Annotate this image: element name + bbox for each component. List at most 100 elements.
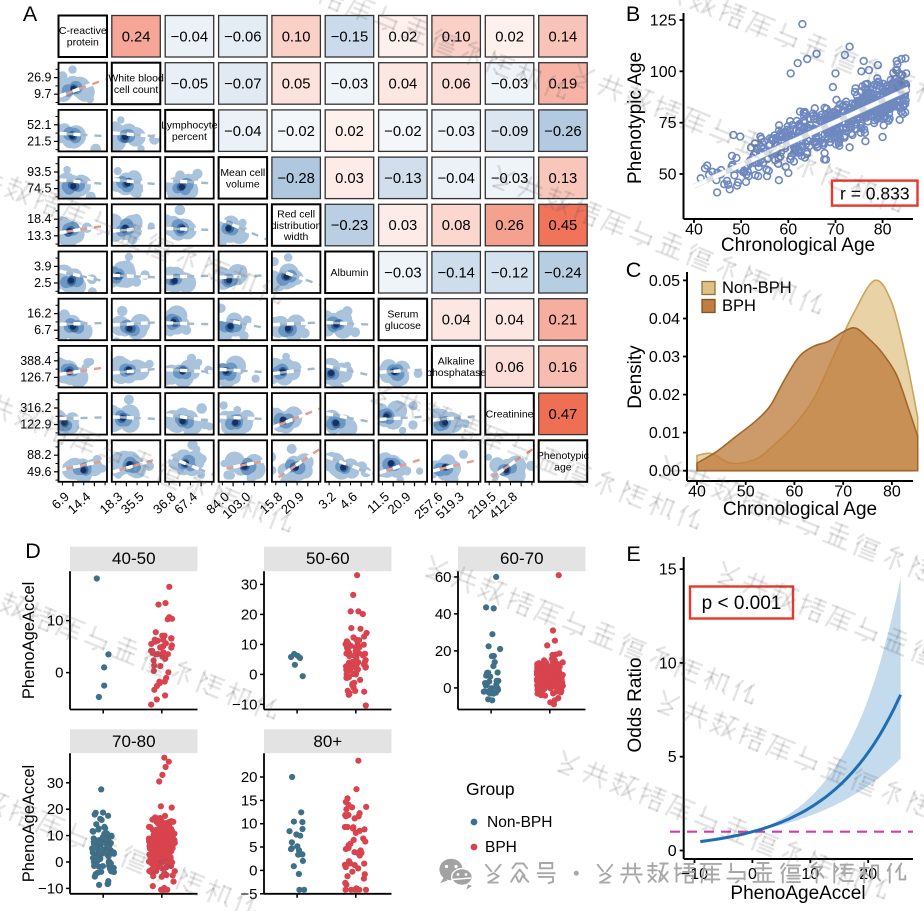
svg-text:−0.02: −0.02	[384, 124, 421, 140]
svg-text:−0.07: −0.07	[224, 77, 261, 93]
svg-text:Albumin: Albumin	[331, 267, 369, 279]
svg-text:5: 5	[249, 839, 257, 856]
svg-text:0.04: 0.04	[388, 77, 417, 93]
svg-text:−0.05: −0.05	[171, 77, 208, 93]
svg-text:2.5: 2.5	[34, 276, 51, 290]
svg-text:−0.04: −0.04	[171, 30, 208, 46]
svg-text:0.01: 0.01	[649, 425, 680, 442]
svg-text:0.04: 0.04	[649, 311, 680, 328]
svg-text:−0.26: −0.26	[544, 124, 581, 140]
svg-text:0.13: 0.13	[548, 171, 577, 187]
svg-text:width: width	[283, 231, 309, 243]
svg-text:40: 40	[685, 222, 703, 239]
svg-text:70-80: 70-80	[112, 732, 155, 751]
svg-text:40-50: 40-50	[112, 549, 155, 568]
svg-text:0.24: 0.24	[122, 30, 151, 46]
svg-text:Density: Density	[625, 345, 646, 409]
svg-text:A: A	[23, 2, 38, 26]
svg-text:BPH: BPH	[485, 839, 517, 856]
svg-text:20: 20	[435, 643, 452, 660]
svg-text:40: 40	[688, 484, 706, 501]
svg-text:70: 70	[834, 484, 852, 501]
svg-text:Group: Group	[466, 779, 515, 799]
svg-text:0.05: 0.05	[282, 77, 311, 93]
svg-text:0: 0	[55, 854, 63, 871]
svg-text:49.6: 49.6	[27, 465, 51, 479]
svg-text:phosphatase: phosphatase	[426, 367, 486, 379]
svg-text:Alkaline: Alkaline	[438, 356, 475, 368]
svg-text:C-reactive: C-reactive	[59, 25, 107, 37]
svg-text:−0.03: −0.03	[437, 124, 474, 140]
svg-text:−0.12: −0.12	[491, 265, 528, 281]
svg-text:0: 0	[249, 862, 257, 879]
svg-text:−0.02: −0.02	[277, 124, 314, 140]
svg-text:30: 30	[241, 576, 258, 593]
svg-text:volume: volume	[226, 178, 260, 190]
svg-text:13.3: 13.3	[27, 229, 51, 243]
svg-text:Serum: Serum	[387, 309, 418, 321]
svg-text:0.26: 0.26	[495, 218, 524, 234]
svg-text:9.7: 9.7	[34, 87, 51, 101]
svg-text:100: 100	[650, 64, 677, 81]
svg-text:0.03: 0.03	[388, 218, 417, 234]
svg-text:cell count: cell count	[114, 84, 158, 96]
svg-text:0.21: 0.21	[548, 313, 577, 329]
svg-text:0.02: 0.02	[649, 387, 680, 404]
svg-text:−0.28: −0.28	[277, 171, 314, 187]
svg-text:−0.04: −0.04	[437, 171, 474, 187]
svg-text:50: 50	[659, 167, 677, 184]
svg-text:80: 80	[883, 484, 901, 501]
svg-text:0.45: 0.45	[548, 218, 577, 234]
svg-text:White blood: White blood	[108, 73, 164, 85]
svg-text:5: 5	[668, 749, 677, 766]
svg-text:50-60: 50-60	[306, 549, 349, 568]
svg-text:0: 0	[249, 666, 257, 683]
svg-text:30: 30	[47, 775, 64, 792]
svg-text:80: 80	[874, 222, 892, 239]
svg-text:E: E	[626, 542, 640, 566]
svg-text:0: 0	[443, 680, 451, 697]
svg-text:p < 0.001: p < 0.001	[702, 593, 782, 614]
svg-text:−0.06: −0.06	[224, 30, 261, 46]
svg-text:80+: 80+	[313, 732, 342, 751]
svg-text:93.5: 93.5	[27, 165, 51, 179]
svg-text:88.2: 88.2	[27, 448, 51, 462]
svg-text:0.16: 0.16	[548, 360, 577, 376]
svg-text:percent: percent	[172, 131, 207, 143]
svg-text:Creatinine: Creatinine	[486, 409, 534, 421]
svg-text:0: 0	[668, 843, 677, 860]
svg-text:−0.15: −0.15	[331, 30, 368, 46]
svg-text:protein: protein	[67, 37, 99, 49]
svg-text:40: 40	[435, 606, 452, 623]
svg-text:PhenoAgeAccel: PhenoAgeAccel	[730, 883, 865, 904]
svg-text:0.06: 0.06	[442, 77, 471, 93]
svg-text:21.5: 21.5	[27, 134, 51, 148]
svg-text:16.2: 16.2	[27, 307, 51, 321]
svg-text:60: 60	[786, 484, 804, 501]
svg-text:0.14: 0.14	[548, 30, 577, 46]
svg-text:0.47: 0.47	[548, 407, 577, 423]
svg-text:15: 15	[659, 562, 677, 579]
svg-text:0.10: 0.10	[282, 30, 311, 46]
svg-text:15: 15	[241, 792, 258, 809]
svg-text:388.4: 388.4	[20, 354, 51, 368]
svg-text:Odds Ratio: Odds Ratio	[625, 657, 646, 752]
svg-text:52.1: 52.1	[27, 118, 51, 132]
svg-text:0.05: 0.05	[649, 273, 680, 290]
svg-text:−0.03: −0.03	[384, 265, 421, 281]
svg-text:Non-BPH: Non-BPH	[487, 814, 552, 831]
svg-text:10: 10	[241, 816, 258, 833]
svg-text:Chronological Age: Chronological Age	[721, 235, 875, 256]
svg-text:0.04: 0.04	[495, 313, 524, 329]
svg-text:−0.04: −0.04	[224, 124, 261, 140]
svg-text:125: 125	[650, 13, 677, 30]
svg-text:3.9: 3.9	[34, 259, 51, 273]
svg-text:0.04: 0.04	[442, 313, 471, 329]
svg-text:6.7: 6.7	[34, 323, 51, 337]
svg-text:0.03: 0.03	[335, 171, 364, 187]
svg-text:0: 0	[55, 665, 63, 682]
svg-text:0.02: 0.02	[495, 30, 524, 46]
svg-text:26.9: 26.9	[27, 71, 51, 85]
svg-text:−0.03: −0.03	[491, 77, 528, 93]
svg-text:B: B	[626, 2, 640, 26]
